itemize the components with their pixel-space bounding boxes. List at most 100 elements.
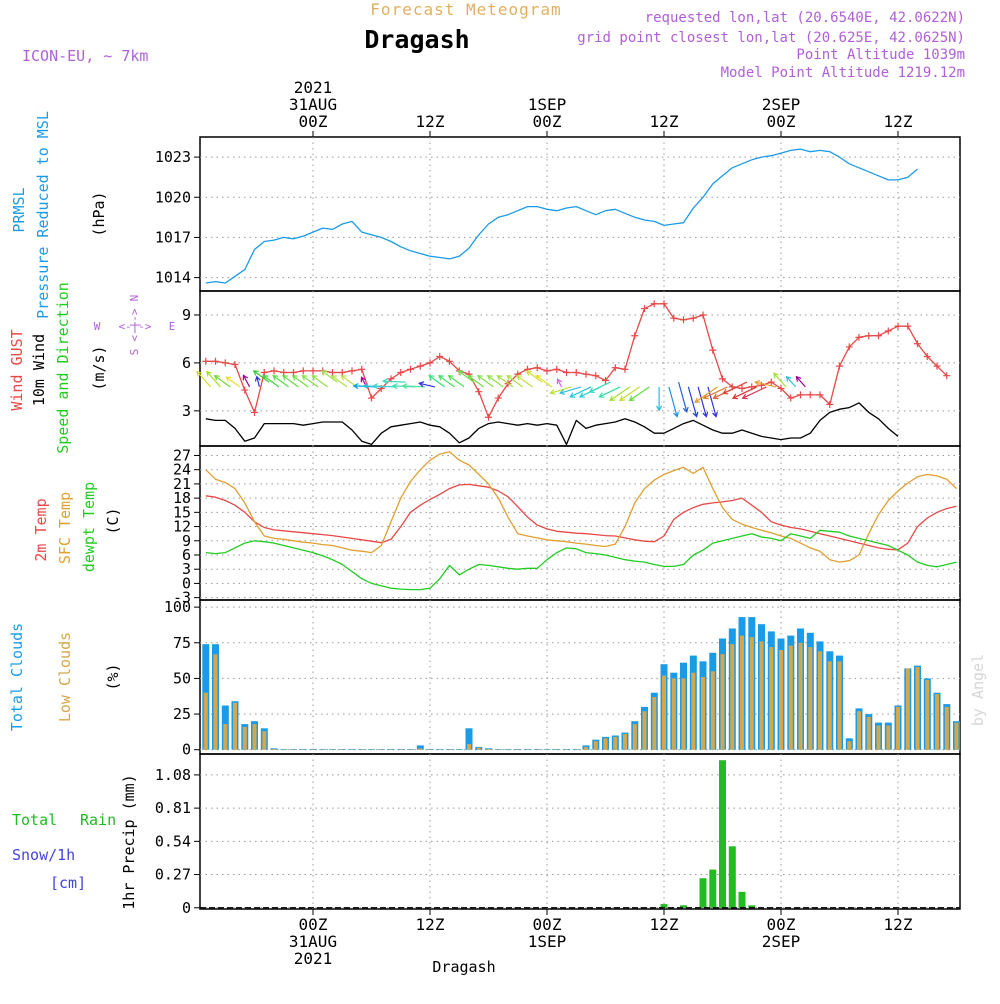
- wind-direction-arrow: [657, 387, 662, 410]
- low-cloud-bar: [877, 726, 881, 750]
- low-cloud-bar: [847, 741, 851, 750]
- wind-gust-marker: [700, 311, 707, 318]
- model-label: ICON-EU, ~ 7km: [22, 47, 148, 65]
- wind-gust-marker: [592, 372, 599, 379]
- compass-east: E: [169, 320, 176, 333]
- low-cloud-bar: [584, 747, 588, 750]
- low-cloud-bar: [691, 673, 695, 750]
- rain-bar: [719, 760, 726, 908]
- low-cloud-bar: [701, 677, 705, 750]
- low-cloud-bar: [662, 676, 666, 750]
- top-time-label: 00Z: [299, 112, 328, 131]
- low-cloud-bar: [838, 661, 842, 749]
- wind-direction-arrow: [488, 376, 503, 387]
- low-cloud-bar: [896, 707, 900, 750]
- low-cloud-bar: [828, 661, 832, 749]
- wind-gust-marker: [349, 367, 356, 374]
- low-cloud-bar: [467, 744, 471, 750]
- wind-gust-marker: [895, 323, 902, 330]
- low-cloud-bar: [867, 717, 871, 750]
- wind-gust-marker: [212, 358, 219, 365]
- wind-gust-marker: [485, 414, 492, 421]
- author-credit: by Angel: [969, 654, 987, 726]
- wind-gust-marker: [885, 327, 892, 334]
- wind-direction-arrow: [796, 377, 805, 387]
- wind-label-10m: 10m Wind: [30, 334, 48, 406]
- low-cloud-bar: [799, 643, 803, 750]
- rain-bar: [709, 870, 716, 908]
- wind-direction-arrow: [273, 376, 288, 387]
- wind-gust-marker: [407, 366, 414, 373]
- low-cloud-bar: [740, 636, 744, 750]
- wind-direction-arrow: [743, 387, 767, 399]
- y-tick-label: 0.27: [155, 866, 191, 884]
- wind-direction-arrow: [302, 376, 318, 387]
- y-tick-label: 0.81: [155, 799, 191, 817]
- low-cloud-bar: [886, 726, 890, 750]
- wind-gust-marker: [680, 316, 687, 323]
- wind-gust-marker: [310, 367, 317, 374]
- wind-gust-marker: [534, 364, 541, 371]
- clouds-label-total: Total Clouds: [8, 623, 26, 731]
- bottom-time-label: 2021: [294, 949, 333, 968]
- wind-direction-arrow: [312, 376, 327, 387]
- y-tick-label: 25: [173, 705, 191, 723]
- wind-gust-marker: [241, 387, 248, 394]
- wind-direction-arrow: [439, 376, 455, 387]
- wind-gust-marker: [670, 315, 677, 322]
- wind-gust-marker: [290, 369, 297, 376]
- bottom-time-label: 12Z: [416, 915, 445, 934]
- low-cloud-bar: [760, 641, 764, 749]
- precip-label-rain: Rain: [80, 811, 116, 829]
- wind-gust-marker: [709, 347, 716, 354]
- wind-gust-marker: [836, 363, 843, 370]
- pressure-label-desc: Pressure Reduced to MSL: [34, 111, 52, 319]
- rain-bar: [739, 892, 746, 908]
- y-tick-label: 9: [182, 306, 191, 324]
- precip-label-unit: 1hr Precip (mm): [120, 774, 138, 909]
- wind-gust-marker: [300, 367, 307, 374]
- wind-direction-arrow: [620, 387, 640, 401]
- point-altitude: Point Altitude 1039m: [796, 47, 965, 63]
- wind-gust-marker: [622, 366, 629, 373]
- low-cloud-bar: [487, 749, 491, 750]
- wind-gust-marker: [271, 367, 278, 374]
- wind-gust-marker: [261, 369, 268, 376]
- low-cloud-bar: [613, 737, 617, 750]
- low-cloud-bar: [935, 694, 939, 750]
- low-cloud-bar: [477, 748, 481, 750]
- wind-gust-marker: [661, 300, 668, 307]
- wind-gust-marker: [202, 358, 209, 365]
- wind-gust-marker: [797, 391, 804, 398]
- low-cloud-bar: [253, 724, 257, 750]
- low-cloud-bar: [808, 647, 812, 750]
- station-title: Dragash: [364, 25, 469, 54]
- temp-label-2m: 2m Temp: [32, 498, 50, 561]
- compass-ns-arrows: <-|->: [128, 308, 141, 341]
- wind-direction-arrow: [478, 376, 494, 387]
- wind-label-gust: Wind GUST: [8, 329, 26, 410]
- y-tick-label: 0: [182, 899, 191, 917]
- wind-direction-arrow: [669, 387, 678, 417]
- compass-south: S: [128, 349, 141, 356]
- wind-gust-marker: [251, 409, 258, 416]
- low-cloud-bar: [682, 678, 686, 749]
- low-cloud-bar: [721, 654, 725, 750]
- y-tick-label: 1014: [155, 269, 191, 287]
- y-tick-label: 3: [182, 402, 191, 420]
- precip-label-total: Total: [12, 811, 57, 829]
- low-cloud-bar: [604, 738, 608, 749]
- low-cloud-bar: [643, 711, 647, 750]
- y-tick-label: 6: [182, 354, 191, 372]
- footer-station-name: Dragash: [432, 958, 495, 976]
- low-cloud-bar: [418, 748, 422, 749]
- rain-bar: [700, 878, 707, 908]
- wind-direction-arrow: [255, 377, 260, 387]
- low-cloud-bar: [272, 749, 276, 750]
- low-cloud-bar: [223, 724, 227, 750]
- temp-label-sfc: SFC Temp: [56, 492, 74, 564]
- pressure-label-prmsl: PRMSL: [10, 187, 28, 232]
